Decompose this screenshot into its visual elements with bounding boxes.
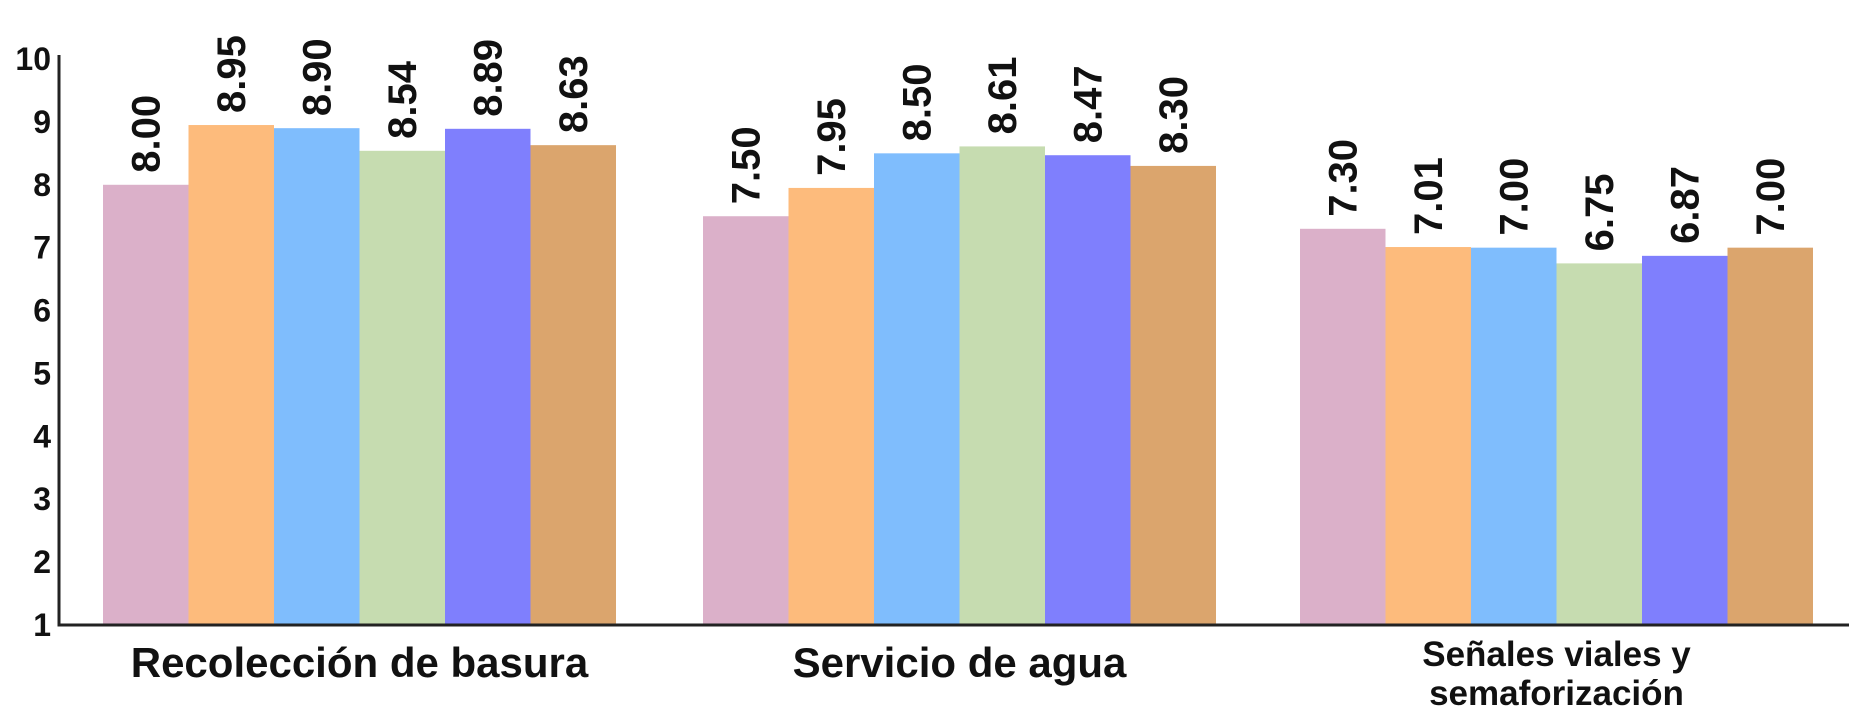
bar (788, 187, 874, 625)
value-label: 8.61 (981, 57, 1025, 135)
value-label: 6.75 (1578, 174, 1622, 252)
bar (1130, 165, 1216, 625)
value-label: 8.00 (125, 95, 169, 173)
bar (1045, 155, 1131, 625)
x-tick-label: Servicio de agua (792, 639, 1127, 686)
y-tick-label: 5 (33, 355, 51, 391)
value-label: 7.50 (725, 126, 769, 204)
value-label: 6.87 (1664, 166, 1708, 244)
bar (874, 153, 960, 626)
y-tick-label: 8 (33, 167, 51, 203)
bar (1471, 247, 1557, 625)
value-label: 7.00 (1493, 158, 1537, 236)
y-tick-label: 4 (33, 418, 51, 454)
value-label: 8.90 (296, 38, 340, 116)
y-tick-label: 2 (33, 544, 51, 580)
value-label: 8.89 (467, 39, 511, 117)
bar (274, 128, 360, 625)
bar (1642, 255, 1728, 625)
y-tick-label: 7 (33, 230, 51, 266)
bar (445, 128, 531, 625)
y-tick-label: 3 (33, 481, 51, 517)
bar (530, 145, 616, 625)
value-label: 8.47 (1067, 65, 1111, 143)
value-label: 8.30 (1152, 76, 1196, 154)
y-tick-label: 6 (33, 293, 51, 329)
bar (103, 184, 189, 625)
value-label: 8.50 (896, 63, 940, 141)
x-tick-label: Recolección de basura (130, 639, 589, 686)
value-label: 7.01 (1407, 157, 1451, 235)
value-label: 8.63 (552, 55, 596, 133)
bar (703, 216, 789, 625)
bar (1556, 263, 1642, 625)
y-tick-label: 10 (15, 41, 51, 77)
x-tick-label: Señales viales y semaforización (1422, 635, 1691, 713)
value-label: 7.00 (1749, 158, 1793, 236)
bar (1727, 247, 1813, 625)
bar (359, 150, 445, 625)
value-label: 7.95 (810, 98, 854, 176)
bar (1300, 228, 1386, 626)
bar (1385, 247, 1471, 625)
y-tick-label: 1 (33, 607, 51, 643)
value-label: 7.30 (1322, 139, 1366, 217)
value-label: 8.54 (381, 60, 425, 139)
bar (959, 146, 1045, 625)
value-label: 8.95 (210, 35, 254, 113)
bar (188, 125, 274, 626)
y-tick-label: 9 (33, 104, 51, 140)
